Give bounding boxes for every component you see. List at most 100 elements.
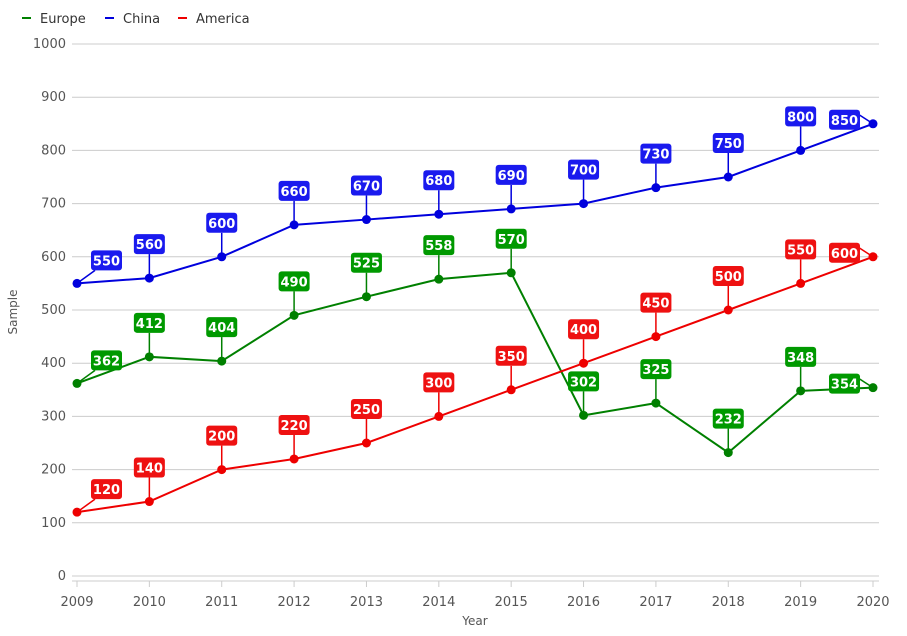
data-label-box — [640, 292, 672, 313]
legend-symbol — [105, 17, 114, 19]
legend-item-america[interactable]: America — [178, 12, 250, 27]
legend-item-china[interactable]: China — [105, 12, 160, 27]
data-label: 558 — [423, 235, 455, 280]
y-axis-title: Sample — [6, 290, 20, 335]
data-label-box — [133, 234, 165, 255]
data-label: 250 — [350, 399, 382, 443]
data-label-box — [712, 408, 744, 429]
y-tick-label: 200 — [41, 463, 66, 478]
data-label-text: 700 — [570, 164, 597, 179]
data-label-text: 350 — [498, 350, 525, 365]
data-label-box — [91, 250, 122, 271]
x-tick-label: 2020 — [856, 595, 889, 610]
x-tick-label: 2013 — [350, 595, 383, 610]
data-label-text: 220 — [281, 419, 308, 434]
data-label-text: 660 — [281, 185, 308, 200]
x-axis: 2009 2010 2011 2012 2013 2014 2015 2016 2017 2018… — [60, 580, 890, 610]
data-label: 500 — [712, 266, 744, 310]
data-label-box — [785, 239, 817, 260]
data-label-text: 354 — [831, 378, 858, 393]
data-label-box — [712, 133, 744, 153]
data-label: 750 — [712, 133, 744, 177]
legend[interactable]: Europe China America — [22, 12, 250, 27]
data-label-box — [278, 180, 310, 201]
data-labels: 362 412 404 490 525 558 570 302 325 232 348 354 550 5… — [76, 106, 874, 513]
data-label: 800 — [785, 106, 817, 151]
data-label: 525 — [350, 252, 382, 297]
data-label-text: 302 — [570, 375, 597, 390]
data-label: 400 — [568, 319, 600, 364]
data-label: 232 — [712, 408, 744, 453]
data-label-box — [640, 359, 672, 380]
data-label-text: 450 — [642, 297, 669, 312]
data-label-box — [423, 170, 455, 191]
data-label-connector — [76, 369, 96, 385]
x-tick-label: 2016 — [567, 595, 600, 610]
data-label-text: 690 — [498, 169, 525, 184]
data-label-text: 730 — [642, 148, 669, 163]
data-label: 404 — [206, 317, 238, 362]
data-label-text: 140 — [136, 462, 163, 477]
data-label-text: 525 — [353, 257, 380, 272]
data-label: 354 — [829, 373, 874, 394]
data-label: 350 — [495, 345, 527, 390]
y-tick-label: 900 — [41, 90, 66, 105]
data-label-text: 400 — [570, 323, 597, 338]
grid-lines — [72, 43, 879, 577]
legend-item-europe[interactable]: Europe — [22, 12, 86, 27]
data-label: 560 — [133, 234, 165, 279]
data-label-box — [423, 372, 455, 393]
data-label: 670 — [350, 175, 382, 220]
data-label-text: 490 — [281, 275, 308, 290]
data-label-text: 600 — [831, 247, 858, 262]
data-label-box — [423, 235, 455, 256]
data-label-text: 550 — [787, 243, 814, 258]
data-label-box — [206, 317, 238, 338]
data-label-box — [278, 414, 310, 435]
data-label-box — [495, 164, 527, 185]
data-label-connector — [76, 498, 96, 513]
y-axis: 0 100 200 300 400 500 600 700 800 900 1000 — [33, 37, 66, 584]
data-label: 302 — [568, 371, 600, 416]
y-tick-label: 1000 — [33, 37, 66, 52]
data-label: 550 — [76, 250, 122, 285]
data-label-box — [829, 109, 860, 130]
data-label: 220 — [278, 414, 310, 459]
legend-label: America — [196, 12, 250, 27]
y-tick-label: 0 — [58, 569, 66, 584]
data-label-text: 550 — [93, 254, 120, 269]
series-lines — [72, 119, 878, 517]
data-label-text: 500 — [715, 270, 742, 285]
series-line-china[interactable] — [76, 122, 874, 285]
y-tick-label: 500 — [41, 303, 66, 318]
data-label-text: 200 — [208, 430, 235, 445]
y-tick-label: 100 — [41, 516, 66, 531]
data-label-box — [712, 266, 744, 286]
legend-label: Europe — [40, 12, 86, 27]
data-label-box — [495, 228, 527, 249]
data-label-text: 325 — [642, 363, 669, 378]
data-label-box — [350, 252, 382, 273]
x-tick-label: 2010 — [133, 595, 166, 610]
x-tick-label: 2009 — [60, 595, 93, 610]
y-tick-label: 300 — [41, 409, 66, 424]
x-tick-label: 2017 — [639, 595, 672, 610]
series-line-america[interactable] — [76, 255, 874, 514]
data-label-box — [278, 271, 310, 292]
data-label-text: 120 — [93, 483, 120, 498]
x-tick-label: 2014 — [422, 595, 455, 610]
data-label-box — [640, 143, 672, 164]
data-label-box — [133, 312, 165, 333]
data-label-box — [829, 373, 860, 394]
data-label-text: 800 — [787, 110, 814, 125]
legend-symbol — [22, 17, 31, 19]
x-tick-label: 2015 — [495, 595, 528, 610]
series-line-europe[interactable] — [76, 271, 874, 454]
data-label-box — [206, 212, 238, 233]
data-label-connector — [76, 269, 96, 285]
data-label-box — [350, 175, 382, 196]
data-label-box — [206, 425, 238, 446]
data-label-text: 362 — [93, 354, 120, 369]
data-label-text: 680 — [425, 174, 452, 189]
